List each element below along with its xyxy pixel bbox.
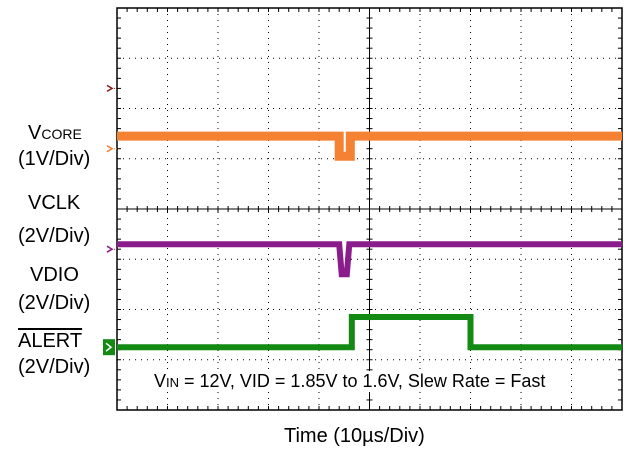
vcore-ground-marker <box>106 84 114 93</box>
alert-trace <box>117 314 622 351</box>
vdio-trace <box>117 241 622 278</box>
vdio-ground-marker <box>106 245 114 253</box>
alert-marker-chevron <box>105 342 113 352</box>
vcore-label: VCORE <box>28 122 82 145</box>
vclk-scale: (2V/Div) <box>18 225 91 247</box>
vcore-label-sub: CORE <box>41 126 82 142</box>
vcore-label-main: V <box>28 122 42 144</box>
vclk-ground-marker <box>106 145 114 153</box>
vdio-label: VDIO <box>30 264 79 286</box>
vdio-scale: (2V/Div) <box>18 292 91 314</box>
alert-scale: (2V/Div) <box>18 356 91 378</box>
conditions-text: = 12V, VID = 1.85V to 1.6V, Slew Rate = … <box>179 371 546 391</box>
vclk-label: VCLK <box>28 192 81 214</box>
vin-sub: IN <box>166 375 180 390</box>
vclk-trace <box>117 131 622 161</box>
vcore-scale: (1V/Div) <box>18 148 91 170</box>
alert-label: ALERT <box>18 330 83 352</box>
vin-main: V <box>154 371 167 391</box>
alert-ground-marker <box>103 339 115 356</box>
conditions-annotation: VIN = 12V, VID = 1.85V to 1.6V, Slew Rat… <box>152 371 548 392</box>
x-axis-label: Time (10µs/Div) <box>284 425 425 447</box>
